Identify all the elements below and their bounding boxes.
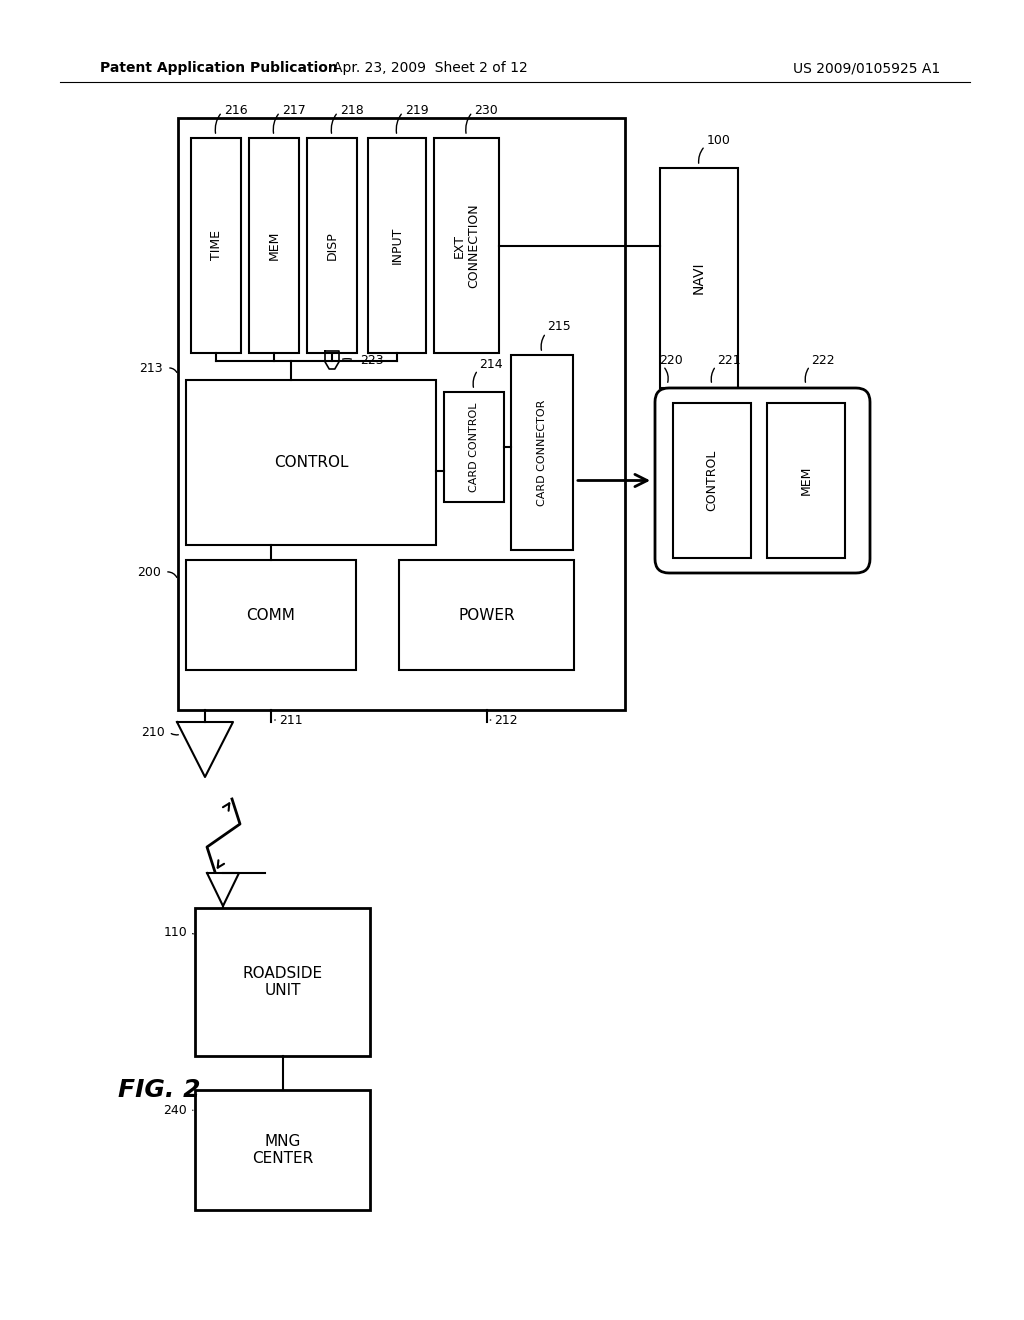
Text: 230: 230 <box>474 103 499 116</box>
Text: 221: 221 <box>717 354 740 367</box>
Bar <box>434 139 499 352</box>
Text: COMM: COMM <box>247 607 296 623</box>
Text: INPUT: INPUT <box>390 227 403 264</box>
Bar <box>186 560 356 671</box>
Text: 211: 211 <box>279 714 303 726</box>
Text: 216: 216 <box>224 103 248 116</box>
Text: 222: 222 <box>811 354 835 367</box>
Text: CARD CONNECTOR: CARD CONNECTOR <box>537 400 547 506</box>
Text: POWER: POWER <box>458 607 515 623</box>
Bar <box>195 1090 370 1210</box>
Text: NAVI: NAVI <box>692 261 706 294</box>
Bar <box>249 139 299 352</box>
Text: 218: 218 <box>340 103 364 116</box>
Text: US 2009/0105925 A1: US 2009/0105925 A1 <box>793 61 940 75</box>
Text: CARD CONTROL: CARD CONTROL <box>469 403 479 492</box>
Text: MEM: MEM <box>800 466 812 495</box>
Bar <box>368 139 426 352</box>
Text: 100: 100 <box>707 133 731 147</box>
Text: 110: 110 <box>163 927 187 940</box>
Bar <box>186 380 436 545</box>
Bar <box>444 392 504 502</box>
Text: 210: 210 <box>141 726 165 738</box>
Text: 200: 200 <box>137 565 161 578</box>
Text: MEM: MEM <box>267 231 281 260</box>
Text: 214: 214 <box>479 358 503 371</box>
Bar <box>511 355 573 550</box>
Bar <box>673 403 751 558</box>
Bar <box>767 403 845 558</box>
Text: 219: 219 <box>406 103 429 116</box>
Text: MNG
CENTER: MNG CENTER <box>252 1134 313 1166</box>
Text: ROADSIDE
UNIT: ROADSIDE UNIT <box>243 966 323 998</box>
Text: CONTROL: CONTROL <box>273 455 348 470</box>
Bar <box>660 168 738 388</box>
Text: 240: 240 <box>163 1104 187 1117</box>
Text: CONTROL: CONTROL <box>706 450 719 511</box>
FancyBboxPatch shape <box>655 388 870 573</box>
Bar <box>399 560 574 671</box>
Bar <box>307 139 357 352</box>
Text: DISP: DISP <box>326 231 339 260</box>
Text: EXT
CONNECTION: EXT CONNECTION <box>453 203 480 288</box>
Bar <box>178 117 625 710</box>
Text: 217: 217 <box>282 103 306 116</box>
Text: TIME: TIME <box>210 231 222 260</box>
Text: Apr. 23, 2009  Sheet 2 of 12: Apr. 23, 2009 Sheet 2 of 12 <box>333 61 527 75</box>
Text: 215: 215 <box>547 321 570 334</box>
Text: 223: 223 <box>360 354 384 367</box>
Text: 212: 212 <box>495 714 518 726</box>
Text: 213: 213 <box>139 362 163 375</box>
Bar <box>191 139 241 352</box>
Text: Patent Application Publication: Patent Application Publication <box>100 61 338 75</box>
Text: FIG. 2: FIG. 2 <box>118 1078 201 1102</box>
Bar <box>195 908 370 1056</box>
Text: 220: 220 <box>659 354 683 367</box>
